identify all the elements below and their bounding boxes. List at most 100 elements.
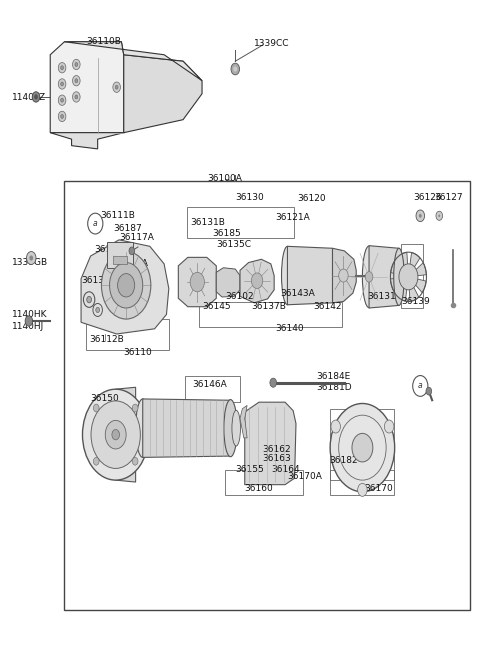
Circle shape (419, 214, 422, 217)
Text: a: a (93, 219, 97, 228)
Text: 36150: 36150 (91, 394, 120, 403)
Polygon shape (50, 133, 124, 149)
Text: 36102: 36102 (225, 292, 253, 301)
Wedge shape (408, 263, 426, 277)
Circle shape (101, 252, 151, 319)
Bar (86, 319, 169, 350)
Text: 36143A: 36143A (280, 290, 315, 298)
Circle shape (94, 457, 99, 465)
Text: 36131B: 36131B (190, 218, 225, 227)
Text: 36170A: 36170A (288, 472, 322, 481)
Circle shape (399, 264, 418, 290)
Wedge shape (408, 253, 420, 277)
Bar (330, 470, 394, 495)
Text: 36110: 36110 (124, 348, 153, 357)
Ellipse shape (394, 248, 404, 305)
Circle shape (118, 274, 135, 297)
Text: 36140: 36140 (276, 324, 304, 333)
Polygon shape (143, 399, 230, 457)
Text: 1140HK: 1140HK (12, 310, 48, 319)
Text: 36155: 36155 (235, 464, 264, 474)
Ellipse shape (232, 410, 240, 446)
Circle shape (25, 316, 33, 326)
Circle shape (26, 252, 36, 265)
Circle shape (352, 434, 373, 462)
Polygon shape (64, 42, 202, 81)
Text: 36137A: 36137A (81, 276, 116, 285)
Text: 36137B: 36137B (252, 301, 286, 310)
Bar (113, 256, 127, 264)
Circle shape (96, 307, 99, 312)
Wedge shape (390, 277, 408, 291)
Circle shape (190, 272, 204, 291)
Text: 36145: 36145 (202, 301, 231, 310)
Circle shape (87, 296, 92, 303)
Circle shape (115, 85, 118, 89)
Text: 36135C: 36135C (216, 240, 251, 249)
Text: 36102: 36102 (95, 245, 123, 254)
Text: 36111B: 36111B (100, 212, 135, 220)
Circle shape (72, 92, 80, 102)
Circle shape (75, 79, 78, 83)
Polygon shape (245, 402, 296, 485)
Circle shape (358, 483, 367, 496)
Circle shape (132, 457, 138, 465)
Bar (185, 375, 240, 402)
Circle shape (72, 75, 80, 86)
Circle shape (416, 210, 424, 221)
Circle shape (113, 82, 120, 92)
Circle shape (413, 375, 428, 396)
Polygon shape (116, 387, 136, 482)
Circle shape (88, 213, 103, 234)
Text: 36170: 36170 (364, 484, 393, 493)
Text: 1339CC: 1339CC (254, 39, 290, 48)
Bar (330, 409, 394, 480)
Text: 36138A: 36138A (113, 259, 148, 269)
Circle shape (75, 95, 78, 99)
Circle shape (330, 403, 395, 492)
Text: 36117A: 36117A (119, 233, 154, 242)
Text: 36139: 36139 (401, 297, 430, 306)
Text: 36126: 36126 (413, 193, 442, 202)
Circle shape (72, 60, 80, 69)
Circle shape (91, 401, 140, 468)
Polygon shape (179, 257, 216, 307)
Bar (401, 244, 423, 308)
Text: 36110B: 36110B (86, 37, 120, 47)
Polygon shape (240, 405, 247, 438)
Text: a: a (418, 381, 422, 390)
Text: 36120: 36120 (297, 195, 325, 204)
Circle shape (75, 62, 78, 66)
Polygon shape (240, 259, 274, 303)
Polygon shape (124, 55, 202, 133)
Circle shape (109, 263, 143, 308)
Polygon shape (216, 268, 240, 297)
Circle shape (60, 115, 63, 119)
Circle shape (32, 92, 40, 102)
Circle shape (426, 387, 432, 395)
Text: 1140HJ: 1140HJ (12, 322, 45, 331)
Wedge shape (391, 261, 408, 277)
Wedge shape (408, 277, 419, 301)
Circle shape (436, 212, 443, 220)
Text: 36127: 36127 (434, 193, 463, 202)
Text: 36182: 36182 (329, 456, 358, 465)
Polygon shape (288, 246, 333, 305)
Circle shape (270, 378, 276, 387)
Circle shape (94, 404, 99, 412)
Circle shape (438, 214, 440, 217)
Polygon shape (333, 248, 356, 303)
Text: 36164: 36164 (271, 464, 300, 474)
Circle shape (34, 94, 38, 100)
Circle shape (60, 82, 63, 86)
Wedge shape (397, 277, 408, 301)
Text: 1140FZ: 1140FZ (12, 93, 47, 102)
Circle shape (29, 255, 33, 261)
Text: 36162: 36162 (263, 445, 291, 454)
Text: 36160: 36160 (245, 484, 274, 493)
Text: 36187: 36187 (113, 223, 142, 233)
Circle shape (233, 66, 237, 71)
Text: 36181D: 36181D (316, 383, 351, 392)
Bar (225, 470, 303, 495)
Text: 36130: 36130 (235, 193, 264, 202)
